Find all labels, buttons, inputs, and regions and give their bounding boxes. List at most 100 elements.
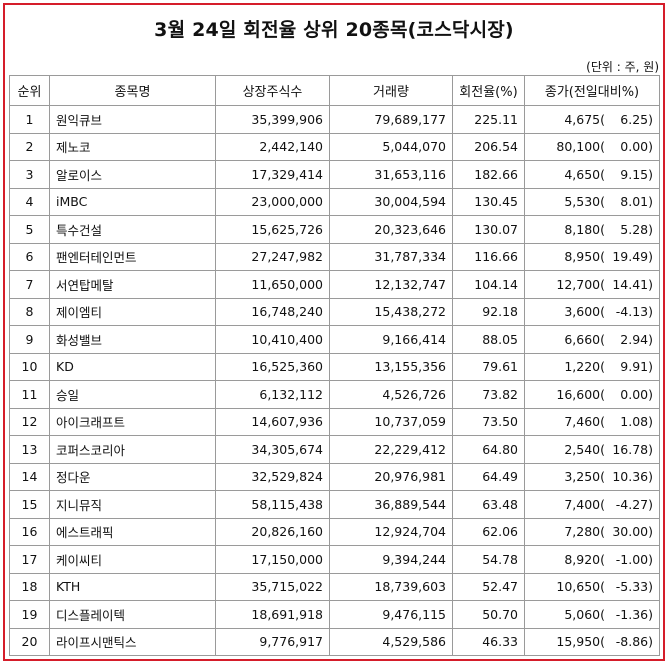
close-price-cell: 7,460( 1.08) <box>524 407 660 436</box>
price-change: 10.36) <box>612 469 653 485</box>
close-price: 16,600( <box>556 386 605 402</box>
rank-cell: 13 <box>9 435 50 464</box>
close-price-cell: 7,280(30.00) <box>524 517 660 546</box>
table-row: 10 KD 16,525,360 13,155,356 79.61 1,220(9.91) <box>9 352 660 381</box>
listed-shares-cell: 14,607,936 <box>215 407 330 436</box>
close-price-cell: 3,600(-4.13) <box>524 297 660 326</box>
table-row: 15 지니뮤직 58,115,438 36,889,544 63.48 7,400(-4.… <box>9 490 660 519</box>
turnover-cell: 92.18 <box>452 297 525 326</box>
price-change: -1.36) <box>615 606 653 622</box>
rank-cell: 16 <box>9 517 50 546</box>
stock-name-cell: 원익큐브 <box>49 105 216 134</box>
table-row: 5 특수건설 15,625,726 20,323,646 130.07 8,180(5.2… <box>9 215 660 244</box>
turnover-table: 순위 종목명 상장주식수 거래량 회전율(%) 종가(전일대비%) 1 원익큐브 3… <box>9 75 660 656</box>
close-price: 7,460( <box>564 414 605 430</box>
stock-name-cell: 지니뮤직 <box>49 490 216 519</box>
turnover-cell: 63.48 <box>452 490 525 519</box>
listed-shares-cell: 16,525,360 <box>215 352 330 381</box>
stock-name-cell: 에스트래픽 <box>49 517 216 546</box>
turnover-cell: 225.11 <box>452 105 525 134</box>
turnover-cell: 52.47 <box>452 572 525 601</box>
turnover-cell: 62.06 <box>452 517 525 546</box>
price-change: -1.00) <box>615 551 653 567</box>
close-price: 4,650( <box>564 166 605 182</box>
listed-shares-cell: 16,748,240 <box>215 297 330 326</box>
rank-cell: 17 <box>9 545 50 574</box>
stock-name-cell: 승일 <box>49 380 216 409</box>
stock-name-cell: 코퍼스코리아 <box>49 435 216 464</box>
table-row: 2 제노코 2,442,140 5,044,070 206.54 80,100(0.00) <box>9 132 660 161</box>
header-close: 종가(전일대비%) <box>524 75 660 106</box>
volume-cell: 4,529,586 <box>329 627 453 656</box>
close-price: 2,540( <box>564 441 605 457</box>
stock-name-cell: KD <box>49 352 216 381</box>
table-row: 8 제이엠티 16,748,240 15,438,272 92.18 3,600(-4.1… <box>9 297 660 326</box>
volume-cell: 13,155,356 <box>329 352 453 381</box>
header-name: 종목명 <box>49 75 216 106</box>
stock-name-cell: 팬엔터테인먼트 <box>49 242 216 271</box>
price-change: 0.00) <box>620 139 653 155</box>
listed-shares-cell: 18,691,918 <box>215 600 330 629</box>
close-price-cell: 8,920( -1.00) <box>524 545 660 574</box>
price-change: 8.01) <box>620 194 653 210</box>
header-listed-shares: 상장주식수 <box>215 75 330 106</box>
header-turnover: 회전율(%) <box>452 75 525 106</box>
close-price: 5,530( <box>564 194 605 210</box>
listed-shares-cell: 17,329,414 <box>215 160 330 189</box>
close-price: 10,650( <box>556 579 605 595</box>
volume-cell: 20,323,646 <box>329 215 453 244</box>
turnover-cell: 130.07 <box>452 215 525 244</box>
close-price-cell: 15,950(-8.86) <box>524 627 660 656</box>
table-row: 9 화성밸브 10,410,400 9,166,414 88.05 6,660(2.94) <box>9 325 660 354</box>
close-price: 3,600( <box>564 304 605 320</box>
stock-name-cell: 정다운 <box>49 462 216 491</box>
close-price: 7,280( <box>564 524 605 540</box>
volume-cell: 20,976,981 <box>329 462 453 491</box>
price-change: 0.00) <box>620 386 653 402</box>
table-row: 4 iMBC 23,000,000 30,004,594 130.45 5,530(8.0… <box>9 187 660 216</box>
turnover-cell: 50.70 <box>452 600 525 629</box>
listed-shares-cell: 11,650,000 <box>215 270 330 299</box>
rank-cell: 9 <box>9 325 50 354</box>
listed-shares-cell: 10,410,400 <box>215 325 330 354</box>
rank-cell: 1 <box>9 105 50 134</box>
listed-shares-cell: 6,132,112 <box>215 380 330 409</box>
stock-name-cell: KTH <box>49 572 216 601</box>
price-change: 5.28) <box>620 221 653 237</box>
turnover-cell: 206.54 <box>452 132 525 161</box>
listed-shares-cell: 35,715,022 <box>215 572 330 601</box>
price-change: 2.94) <box>620 331 653 347</box>
close-price: 12,700( <box>556 276 605 292</box>
volume-cell: 9,166,414 <box>329 325 453 354</box>
header-rank: 순위 <box>9 75 50 106</box>
listed-shares-cell: 32,529,824 <box>215 462 330 491</box>
unit-note: (단위 : 주, 원) <box>586 60 659 74</box>
listed-shares-cell: 15,625,726 <box>215 215 330 244</box>
listed-shares-cell: 9,776,917 <box>215 627 330 656</box>
price-change: 1.08) <box>620 414 653 430</box>
rank-cell: 11 <box>9 380 50 409</box>
close-price: 3,250( <box>564 469 605 485</box>
volume-cell: 10,737,059 <box>329 407 453 436</box>
stock-name-cell: 케이씨티 <box>49 545 216 574</box>
close-price-cell: 12,700( 14.41) <box>524 270 660 299</box>
turnover-cell: 73.50 <box>452 407 525 436</box>
price-change: 14.41) <box>612 276 653 292</box>
close-price: 8,950( <box>564 249 605 265</box>
volume-cell: 31,787,334 <box>329 242 453 271</box>
price-change: -8.86) <box>615 634 653 650</box>
stock-name-cell: 서연탑메탈 <box>49 270 216 299</box>
rank-cell: 15 <box>9 490 50 519</box>
table-row: 20 라이프시맨틱스 9,776,917 4,529,586 46.33 15,950(-… <box>9 627 660 656</box>
stock-name-cell: 디스플레이텍 <box>49 600 216 629</box>
stock-name-cell: 제이엠티 <box>49 297 216 326</box>
close-price: 8,920( <box>564 551 605 567</box>
rank-cell: 2 <box>9 132 50 161</box>
close-price: 1,220( <box>564 359 605 375</box>
turnover-cell: 54.78 <box>452 545 525 574</box>
turnover-cell: 73.82 <box>452 380 525 409</box>
turnover-cell: 79.61 <box>452 352 525 381</box>
volume-cell: 30,004,594 <box>329 187 453 216</box>
volume-cell: 12,132,747 <box>329 270 453 299</box>
close-price-cell: 4,675(6.25) <box>524 105 660 134</box>
